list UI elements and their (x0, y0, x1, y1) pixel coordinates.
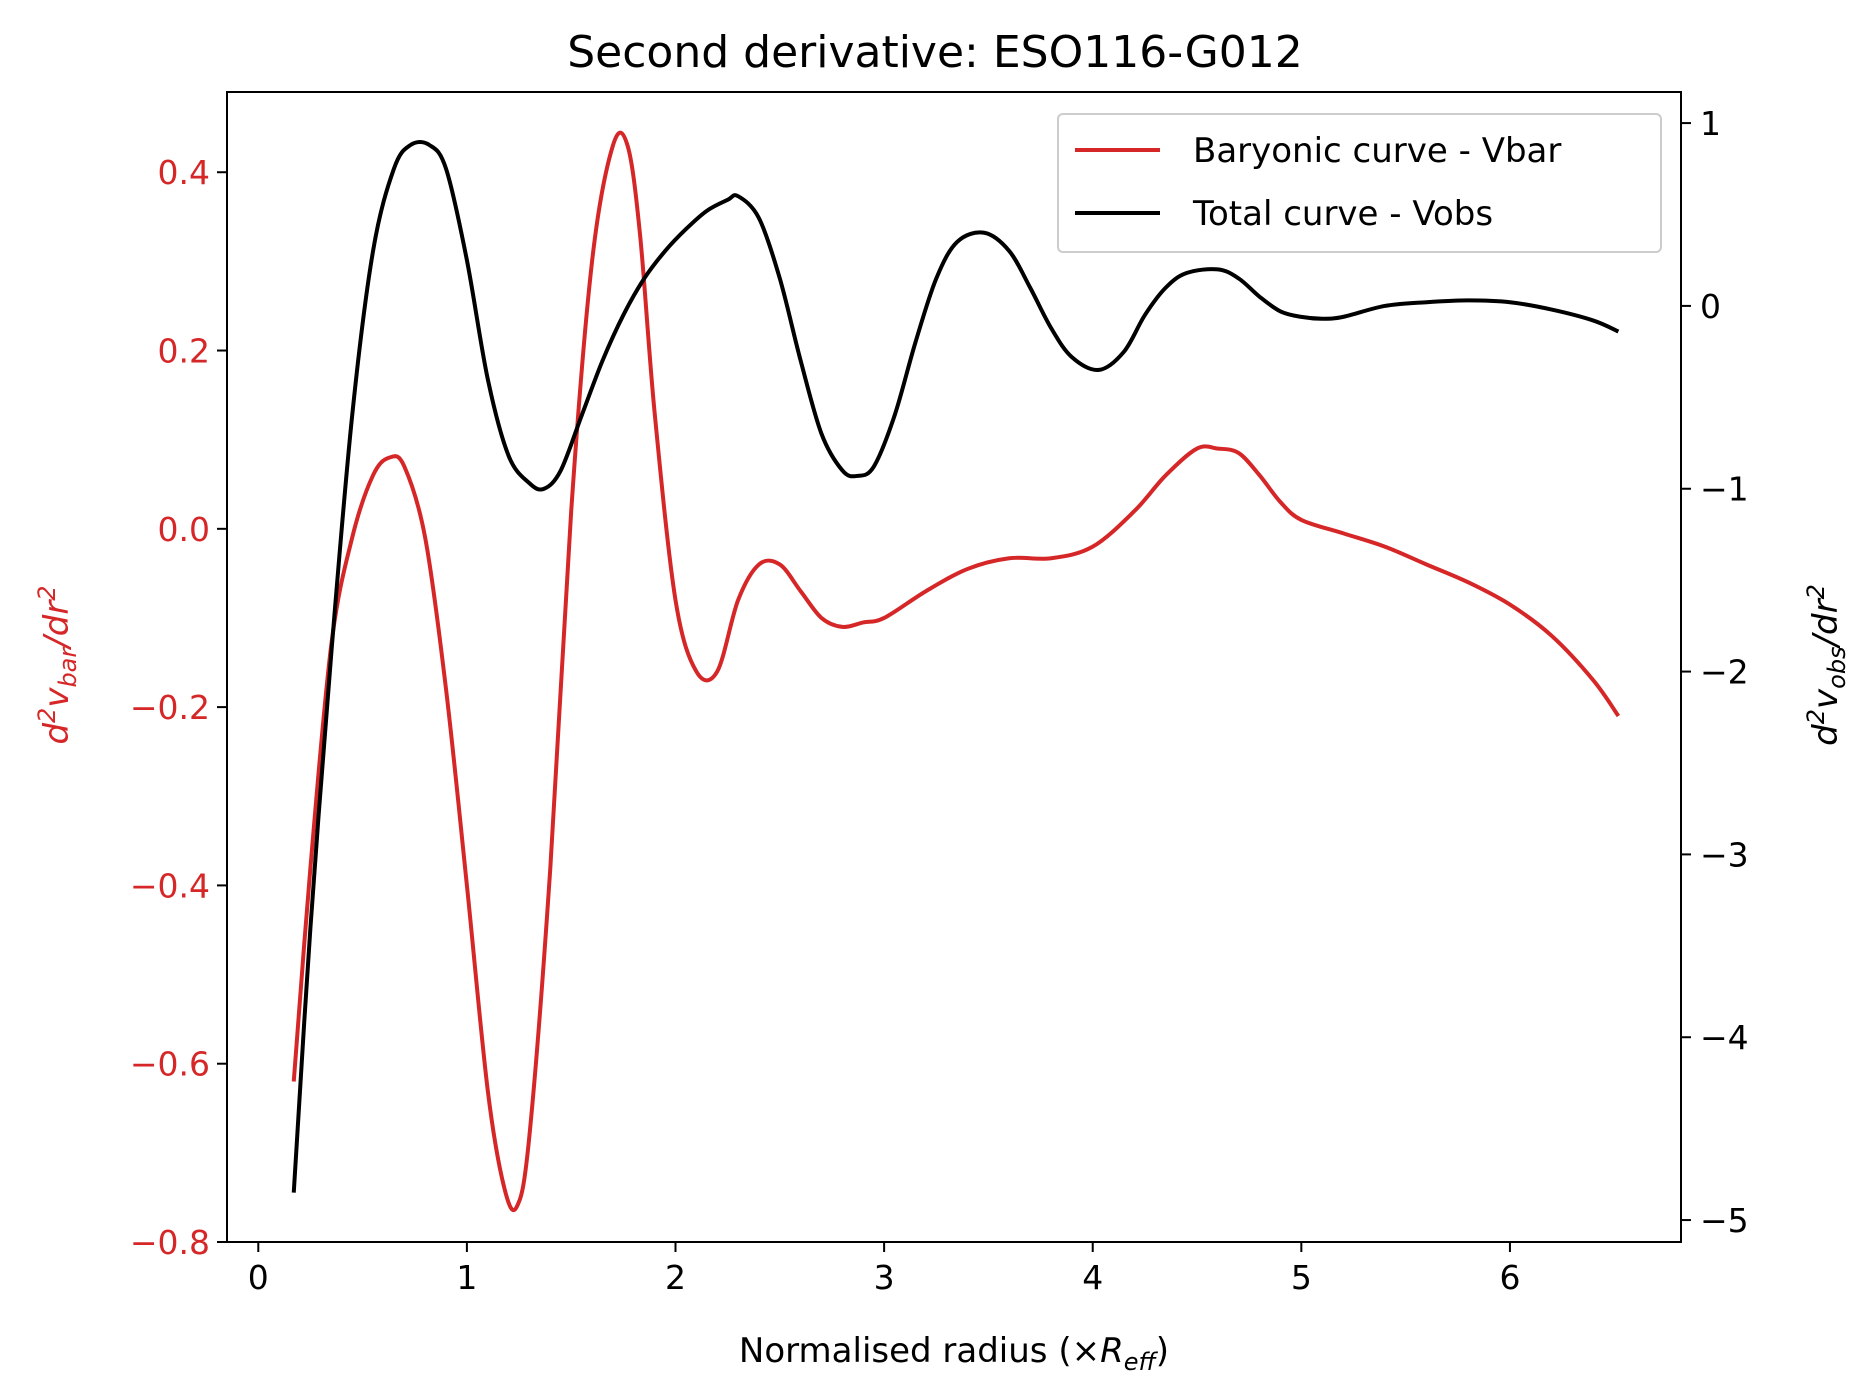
legend-box (1057, 113, 1662, 253)
legend-label-baryonic: Baryonic curve - Vbar (1193, 131, 1561, 171)
y-left-tick-label: −0.2 (130, 688, 210, 727)
x-axis: 0 1 2 3 4 5 6 (248, 1242, 1520, 1297)
y-left-tick-label: −0.6 (130, 1045, 210, 1084)
plot-area (226, 91, 1682, 1243)
y-axis-right-label: d2vobs/dr2 (1802, 584, 1851, 746)
legend-label-total: Total curve - Vobs (1192, 194, 1493, 234)
y-axis-left: 0.4 0.2 0.0 −0.2 −0.4 −0.6 −0.8 (130, 153, 227, 1262)
x-axis-label: Normalised radius (×Reff) (739, 1331, 1169, 1376)
y-axis-right: 1 0 −1 −2 −3 −4 −5 (1681, 104, 1749, 1240)
x-tick-label: 0 (248, 1258, 269, 1297)
y-left-tick-label: 0.0 (158, 510, 210, 549)
legend: Baryonic curve - Vbar Total curve - Vobs (1057, 113, 1662, 253)
y-right-tick-label: −2 (1700, 653, 1749, 692)
y-right-tick-label: −1 (1700, 470, 1749, 509)
y-right-tick-label: 1 (1700, 104, 1721, 143)
x-tick-label: 3 (874, 1258, 895, 1297)
chart-title: Second derivative: ESO116-G012 (567, 27, 1303, 78)
x-tick-label: 4 (1082, 1258, 1103, 1297)
x-tick-label: 1 (456, 1258, 477, 1297)
y-left-tick-label: −0.8 (130, 1223, 210, 1262)
y-left-tick-label: 0.2 (158, 332, 210, 371)
y-right-tick-label: 0 (1700, 287, 1721, 326)
plot-frame (226, 91, 1682, 1243)
x-tick-label: 5 (1291, 1258, 1312, 1297)
y-right-tick-label: −4 (1700, 1018, 1749, 1057)
y-left-tick-label: −0.4 (130, 866, 210, 905)
y-axis-left-label: d2vbar/dr2 (33, 585, 82, 744)
x-tick-label: 6 (1499, 1258, 1520, 1297)
series-line-total (291, 140, 1620, 1193)
series-line-baryonic (291, 130, 1621, 1213)
y-right-tick-label: −3 (1700, 835, 1749, 874)
y-left-tick-label: 0.4 (158, 153, 210, 192)
y-right-tick-label: −5 (1700, 1201, 1749, 1240)
x-tick-label: 2 (665, 1258, 686, 1297)
